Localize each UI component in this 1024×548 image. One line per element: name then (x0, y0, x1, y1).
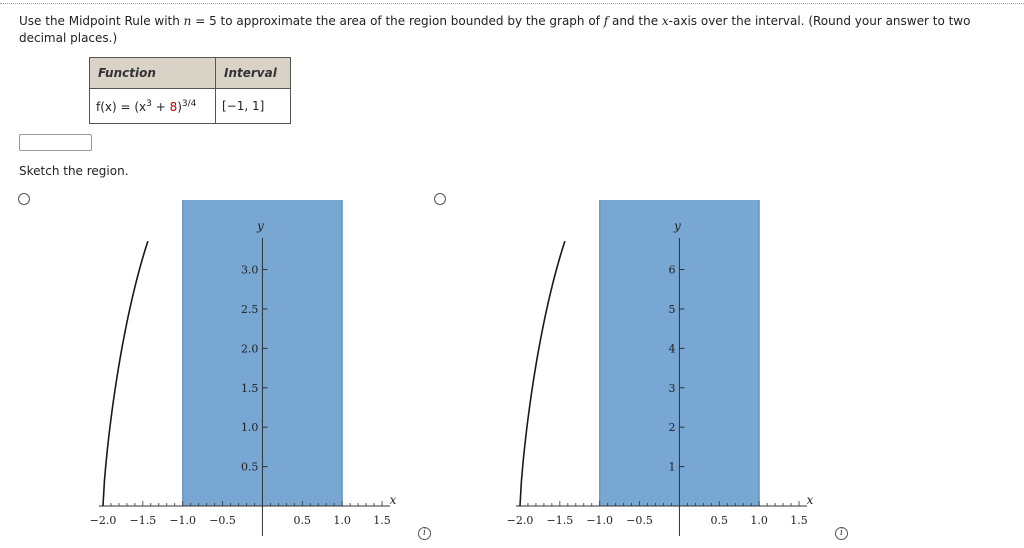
y-tick-label: 1.5 (241, 382, 259, 395)
fn-power: 3/4 (181, 98, 197, 109)
x-tick-label: −1.5 (546, 514, 573, 527)
fn-exponent: 3 (146, 98, 152, 109)
x-tick-label: 1.0 (750, 514, 768, 527)
question-part: Use the Midpoint Rule with (19, 14, 184, 28)
fn-part: f(x) = (x (96, 99, 147, 114)
info-icon[interactable]: i (418, 527, 431, 540)
question-part: = 5 to approximate the area of the regio… (191, 14, 604, 28)
x-tick-label: −2.0 (507, 514, 534, 527)
table-row: f(x) = (x3 + 8)3/4 [−1, 1] (89, 88, 291, 124)
function-curve (519, 240, 566, 507)
question-text: Use the Midpoint Rule with n = 5 to appr… (19, 13, 1019, 47)
x-tick-label: −2.0 (90, 514, 117, 527)
y-tick-label: 3 (668, 382, 675, 395)
header-function: Function (89, 57, 216, 89)
y-tick-label: 0.5 (241, 461, 259, 474)
y-axis-label: y (256, 219, 264, 233)
x-tick-label: −0.5 (626, 514, 653, 527)
y-tick-label: 1.0 (241, 421, 259, 434)
x-tick-label: −1.0 (169, 514, 196, 527)
top-divider (0, 3, 1024, 4)
y-tick-label: 6 (668, 264, 675, 277)
option-a-radio[interactable] (18, 193, 30, 205)
question-var-x: x (661, 14, 669, 28)
sketch-label: Sketch the region. (19, 164, 129, 178)
y-tick-label: 1 (668, 461, 675, 474)
table-header-row: Function Interval (89, 57, 291, 89)
fn-constant: 8 (169, 99, 178, 114)
x-axis-label: x (807, 493, 814, 507)
y-tick-label: 3.0 (241, 264, 259, 277)
question-var-f: f (603, 14, 609, 28)
graph-option-b: 1 2 3 4 5 6 −2.0 −1.5 −1.0 −0.5 0.5 1.0 1.5 y x (507, 200, 814, 536)
header-interval: Interval (215, 57, 291, 89)
x-tick-label: 1.5 (790, 514, 808, 527)
x-tick-label: −0.5 (209, 514, 236, 527)
x-tick-label: −1.5 (129, 514, 156, 527)
question-var-n: n (183, 14, 192, 28)
option-b-radio[interactable] (434, 193, 446, 205)
info-icon[interactable]: i (835, 527, 848, 540)
y-tick-label: 4 (668, 342, 675, 355)
fn-part: + (151, 99, 170, 114)
interval-cell: [−1, 1] (215, 88, 291, 124)
y-tick-label: 2 (668, 421, 675, 434)
answer-input[interactable] (19, 134, 92, 151)
x-tick-label: −1.0 (586, 514, 613, 527)
x-tick-label: 0.5 (711, 514, 729, 527)
function-table: Function Interval f(x) = (x3 + 8)3/4 [−1… (89, 57, 291, 124)
x-tick-label: 1.0 (333, 514, 351, 527)
question-part: -axis over the interval. (Round your ans… (19, 14, 971, 45)
graph-option-a: 0.5 1.0 1.5 2.0 2.5 3.0 −2.0 −1.5 −1.0 −0.5 0.5 1.0… (90, 200, 397, 536)
function-cell: f(x) = (x3 + 8)3/4 (89, 88, 216, 124)
y-tick-label: 5 (668, 303, 675, 316)
y-tick-label: 2.5 (241, 303, 259, 316)
y-tick-label: 2.0 (241, 342, 259, 355)
function-curve (102, 240, 149, 507)
question-part: and the (608, 14, 662, 28)
fn-part: ) (177, 99, 182, 114)
x-axis-label: x (390, 493, 397, 507)
x-tick-label: 1.5 (373, 514, 391, 527)
x-tick-label: 0.5 (294, 514, 312, 527)
y-axis-label: y (673, 219, 681, 233)
